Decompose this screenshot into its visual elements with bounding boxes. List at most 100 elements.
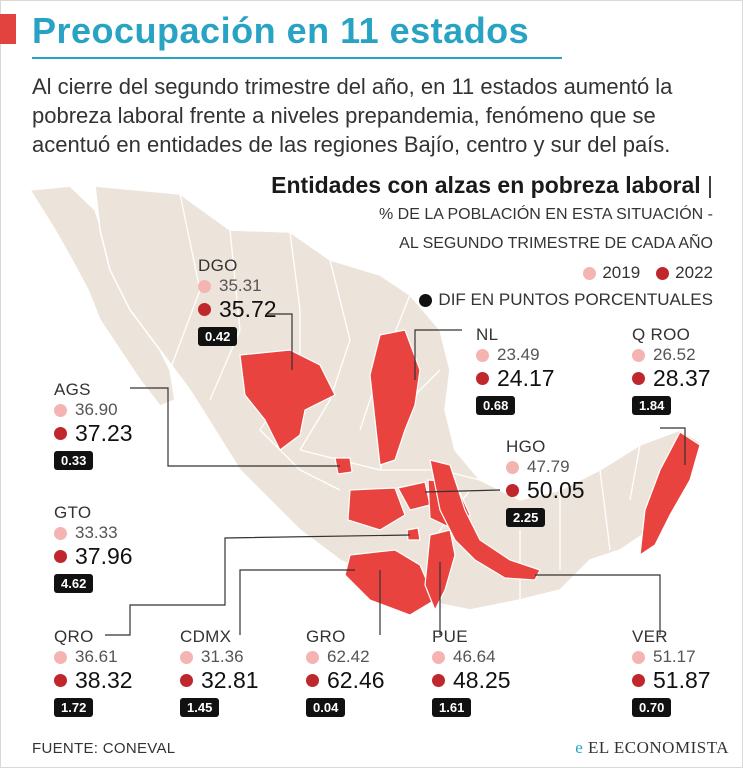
value-2022: 28.37 <box>653 365 711 391</box>
value-2019-row: 35.31 <box>198 276 277 296</box>
state-label-ver: VER 51.17 51.87 0.70 <box>632 627 711 717</box>
state-shape-cdmx <box>406 527 421 541</box>
dot-2019 <box>54 403 67 417</box>
dot-2019 <box>54 650 67 664</box>
dot-2019 <box>306 650 319 664</box>
value-2019: 31.36 <box>201 647 244 666</box>
legend-dif: DIF EN PUNTOS PORCENTUALES <box>419 290 713 310</box>
value-2019: 35.31 <box>219 276 262 295</box>
dot-2022 <box>54 550 67 563</box>
state-label-dgo: DGO 35.31 35.72 0.42 <box>198 256 277 346</box>
value-2022-row: 62.46 <box>306 667 385 694</box>
value-2022-row: 32.81 <box>180 667 259 694</box>
value-2019-row: 36.61 <box>54 647 133 667</box>
chart-title: Entidades con alzas en pobreza laboral | <box>271 172 713 199</box>
page-title: Preocupación en 11 estados <box>32 10 530 51</box>
legend-2019-dot <box>583 266 597 280</box>
dif-badge: 2.25 <box>506 508 546 527</box>
state-name: PUE <box>432 627 468 646</box>
value-2019: 51.17 <box>653 647 696 666</box>
value-2022: 51.87 <box>653 667 711 693</box>
value-2019: 47.79 <box>527 457 570 476</box>
value-2022: 48.25 <box>453 667 511 693</box>
dot-2019 <box>632 650 645 664</box>
brand-logo: e EL ECONOMISTA <box>575 738 729 758</box>
value-2022: 62.46 <box>327 667 385 693</box>
state-label-qro: QRO 36.61 38.32 1.72 <box>54 627 133 717</box>
value-2022-row: 28.37 <box>632 365 711 392</box>
leader-lines <box>105 313 686 636</box>
dot-2019 <box>432 650 445 664</box>
value-2019: 62.42 <box>327 647 370 666</box>
dif-badge: 0.68 <box>476 396 516 415</box>
state-shape-nl <box>369 329 421 466</box>
state-name: Q ROO <box>632 325 691 344</box>
state-label-ags: AGS 36.90 37.23 0.33 <box>54 380 133 470</box>
brand-mark-icon: e <box>575 738 584 757</box>
state-shape-dgo <box>239 349 336 451</box>
dot-2019 <box>198 279 211 293</box>
value-2022-row: 35.72 <box>198 296 277 323</box>
value-2019: 23.49 <box>497 345 540 364</box>
dot-2019 <box>476 348 489 362</box>
legend-2022-label: 2022 <box>675 263 713 282</box>
dot-2022 <box>54 674 67 687</box>
state-name: QRO <box>54 627 94 646</box>
state-name: GRO <box>306 627 346 646</box>
state-label-gto: GTO 33.33 37.96 4.62 <box>54 503 133 593</box>
chart-subtitle-line1: % DE LA POBLACIÓN EN ESTA SITUACIÓN - <box>378 206 713 223</box>
value-2022-row: 51.87 <box>632 667 711 694</box>
state-label-hgo: HGO 47.79 50.05 2.25 <box>506 437 585 527</box>
dif-badge: 0.04 <box>306 698 346 717</box>
dif-badge: 1.45 <box>180 698 220 717</box>
value-2019-row: 51.17 <box>632 647 711 667</box>
dif-badge: 4.62 <box>54 574 94 593</box>
state-shape-gro <box>344 549 436 616</box>
state-name: NL <box>476 325 499 344</box>
brand-name: EL ECONOMISTA <box>588 738 729 757</box>
value-2019: 46.64 <box>453 647 496 666</box>
value-2022-row: 37.23 <box>54 420 133 447</box>
value-2022: 38.32 <box>75 667 133 693</box>
state-shape-ags <box>334 457 353 475</box>
dot-2022 <box>632 372 645 385</box>
dot-2019 <box>632 348 645 362</box>
chart-subtitle-line2: AL SEGUNDO TRIMESTRE DE CADA AÑO <box>399 235 713 252</box>
value-2019-row: 23.49 <box>476 345 555 365</box>
value-2019-row: 46.64 <box>432 647 511 667</box>
state-name: CDMX <box>180 627 232 646</box>
state-label-pue: PUE 46.64 48.25 1.61 <box>432 627 511 717</box>
value-2022-row: 37.96 <box>54 543 133 570</box>
title-underline <box>32 57 562 59</box>
dot-2019 <box>54 526 67 540</box>
value-2019-row: 33.33 <box>54 523 133 543</box>
intro-text: Al cierre del segundo trimestre del año,… <box>32 74 673 157</box>
legend-dif-label: DIF EN PUNTOS PORCENTUALES <box>438 290 713 309</box>
dot-2019 <box>506 460 519 474</box>
value-2022: 32.81 <box>201 667 259 693</box>
value-2022: 24.17 <box>497 365 555 391</box>
legend-dif-dot <box>419 293 433 307</box>
value-2022-row: 24.17 <box>476 365 555 392</box>
dif-badge: 0.70 <box>632 698 672 717</box>
state-shape-gto <box>347 487 406 531</box>
dot-2022 <box>632 674 645 687</box>
state-name: HGO <box>506 437 546 456</box>
dif-badge: 0.33 <box>54 451 94 470</box>
value-2022-row: 38.32 <box>54 667 133 694</box>
dot-2022 <box>180 674 193 687</box>
value-2019: 26.52 <box>653 345 696 364</box>
state-name: GTO <box>54 503 92 522</box>
state-name: AGS <box>54 380 91 399</box>
value-2019-row: 36.90 <box>54 400 133 420</box>
value-2022: 37.96 <box>75 543 133 569</box>
state-label-cdmx: CDMX 31.36 32.81 1.45 <box>180 627 259 717</box>
chart-title-separator: | <box>707 172 713 198</box>
value-2022: 35.72 <box>219 296 277 322</box>
value-2019-row: 47.79 <box>506 457 585 477</box>
value-2022: 37.23 <box>75 420 133 446</box>
title-accent-bar <box>0 14 16 44</box>
chart-title-text: Entidades con alzas en pobreza laboral <box>271 172 701 198</box>
dif-badge: 1.72 <box>54 698 94 717</box>
value-2019: 36.90 <box>75 400 118 419</box>
